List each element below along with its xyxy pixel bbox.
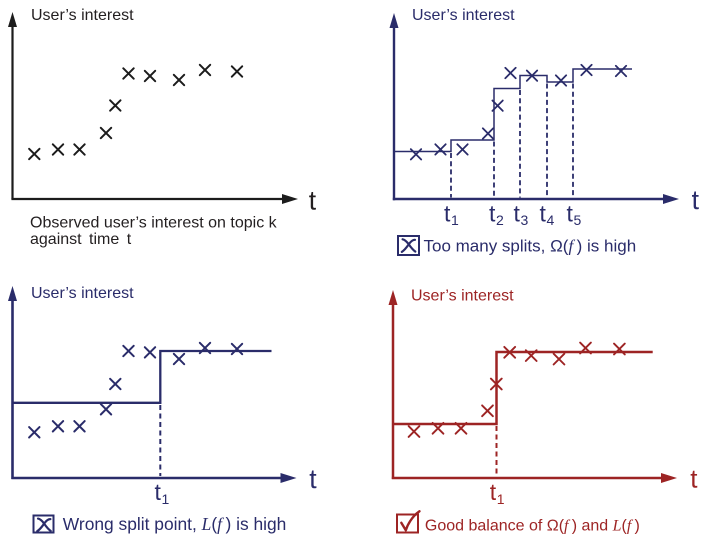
svg-text:User’s interest: User’s interest <box>411 288 514 305</box>
svg-text:1: 1 <box>451 212 459 228</box>
svg-text:Observed user’s interest on to: Observed user’s interest on topic k <box>30 215 278 232</box>
svg-text:t: t <box>309 186 317 216</box>
svg-text:1: 1 <box>162 491 170 507</box>
svg-text:t: t <box>489 200 496 226</box>
svg-text:3: 3 <box>521 212 529 228</box>
svg-text:t: t <box>309 464 317 494</box>
svg-text:1: 1 <box>497 491 505 507</box>
svg-text:5: 5 <box>574 212 582 228</box>
svg-text:User’s interest: User’s interest <box>412 7 515 24</box>
svg-text:t: t <box>540 200 547 226</box>
svg-text:4: 4 <box>547 212 555 228</box>
svg-text:User’s interest: User’s interest <box>31 7 134 24</box>
svg-text:Good balance of Ω(f ) and L(f: Good balance of Ω(f ) and L(f ) <box>425 518 640 534</box>
svg-text:User’s interest: User’s interest <box>31 285 134 302</box>
svg-text:Too many splits, Ω(f ) is high: Too many splits, Ω(f ) is high <box>424 237 637 256</box>
svg-text:t: t <box>155 479 162 505</box>
svg-text:t: t <box>692 185 700 215</box>
svg-text:t: t <box>690 464 698 494</box>
svg-text:t: t <box>444 200 451 226</box>
svg-text:t: t <box>514 200 521 226</box>
svg-text:Wrong split point, L(f ) is hi: Wrong split point, L(f ) is high <box>63 514 287 534</box>
svg-text:2: 2 <box>496 212 504 228</box>
svg-text:against time t: against time t <box>30 231 132 248</box>
svg-text:t: t <box>567 200 574 226</box>
svg-text:t: t <box>490 479 497 505</box>
